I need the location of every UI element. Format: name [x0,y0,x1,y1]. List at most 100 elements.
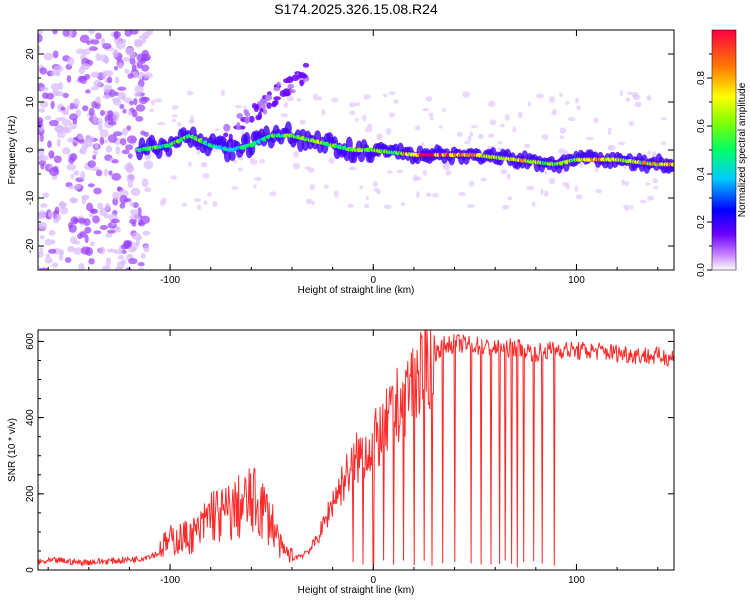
spectrogram-cell [62,147,71,155]
spectrogram-cell [623,164,627,169]
spectrogram-cell [137,235,143,241]
colorbar-axes: 0.0 0.2 0.4 0.6 0.8 [696,53,712,277]
spectrogram-cell [117,186,122,191]
spectrogram-cell [68,156,75,164]
spectrogram-cell [140,252,146,259]
spectrogram-cell [108,170,113,176]
spectrogram-cell [134,85,144,94]
spectrogram-cell [296,97,302,102]
spectrogram-cell [66,163,77,171]
spectrogram-cell [348,102,356,108]
spectrogram-cell [38,30,44,35]
spectrogram-cell [248,115,255,123]
snr-plot: -100 0 100 0 200 400 600 Height of straight li… [7,329,675,596]
spectrogram-cell [50,82,61,91]
spectrogram-cell [235,125,241,130]
spectrogram-cell [105,145,113,153]
spectrogram-cell [141,64,150,72]
spectrogram-cell [95,169,103,177]
spectrogram-cell [113,65,119,71]
spectrogram-cell [259,108,264,113]
spectrogram-cell [93,149,98,156]
spectrogram-cell [416,191,420,198]
spectrogram-cell [565,101,570,105]
spectrogram-cell [367,123,373,128]
spectrogram-cell [441,108,446,113]
snr-frame [37,329,675,571]
spectrogram-x-axis-label: Height of straight line (km) [298,285,415,296]
spectrogram-cell [99,109,105,117]
spectrogram-cell [487,100,496,108]
spectrogram-cell [254,176,262,182]
spectrogram-cell [286,95,295,102]
spectrogram-cell [575,194,583,200]
spectrogram-cell [79,231,87,238]
spectrogram-cell [487,133,495,138]
spectrogram-cell [464,140,471,145]
spectrogram-cell [585,136,594,141]
spectrogram-cell [93,187,102,195]
spectrogram-cell [393,99,399,104]
spectrogram-cell [363,94,371,100]
spectrogram-cell [415,125,421,131]
spectrogram-cell [134,40,143,46]
spectrogram-cell [88,30,95,35]
spectrogram-cell [88,46,98,52]
spectrogram-y-tick-label: 20 [25,48,36,60]
spectrogram-cell [653,185,659,190]
spectrogram-cell [541,134,549,140]
spectrogram-cell [564,150,568,156]
spectrogram-cell [127,110,133,116]
spectrogram-cell [117,260,125,270]
spectrogram-cell [62,30,70,37]
spectrogram-cell [660,141,667,146]
colorbar-tick-label: 0.2 [696,215,707,229]
spectrogram-cell [135,104,146,112]
spectrogram-cell [88,107,95,117]
snr-axes: -100 0 100 0 200 400 600 [25,330,674,586]
spectrogram-cell [84,226,92,234]
spectrogram-cell [43,52,53,61]
spectrogram-cell [357,151,365,163]
spectrogram-cell [372,181,378,187]
spectrogram-cell [212,200,218,208]
spectrogram-cell [220,89,226,96]
spectrogram-cell [140,130,146,136]
spectrogram-cell [497,140,503,145]
spectrogram-cell [425,96,433,102]
spectrogram-cell [559,92,563,97]
spectrogram-cell [624,180,630,187]
spectrogram-cell [44,257,53,264]
spectrogram-cell [49,167,59,177]
spectrogram-cell [285,76,294,84]
spectrogram-cell [130,187,141,197]
spectrogram-cell [567,116,576,122]
spectrogram-cell [111,159,119,164]
spectrogram-cell [385,128,392,135]
spectrogram-cell [70,236,78,245]
spectrogram-cell [478,133,484,140]
spectrogram-y-tick-label: -20 [25,238,36,253]
spectrogram-cell [186,90,194,96]
spectrogram-cell [38,155,49,162]
spectrogram-cell [129,201,135,207]
spectrogram-cell [102,70,107,80]
spectrogram-x-tick-label: 100 [568,275,585,286]
spectrogram-cell [188,161,192,167]
spectrogram-cell [302,62,310,68]
spectrogram-cell [293,151,299,158]
spectrogram-cell [110,218,120,224]
spectrogram-cell [79,149,84,154]
spectrogram-cell [628,120,634,127]
spectrogram-cell [118,254,125,260]
spectrogram-cell [69,102,75,110]
spectrogram-cell [348,166,357,171]
spectrogram-cell [202,173,210,179]
spectrogram-cell [99,136,105,146]
spectrogram-cell [112,48,119,58]
spectrogram-cell [66,105,71,111]
spectrogram-cell [38,135,41,143]
spectrogram-cell [81,142,89,150]
